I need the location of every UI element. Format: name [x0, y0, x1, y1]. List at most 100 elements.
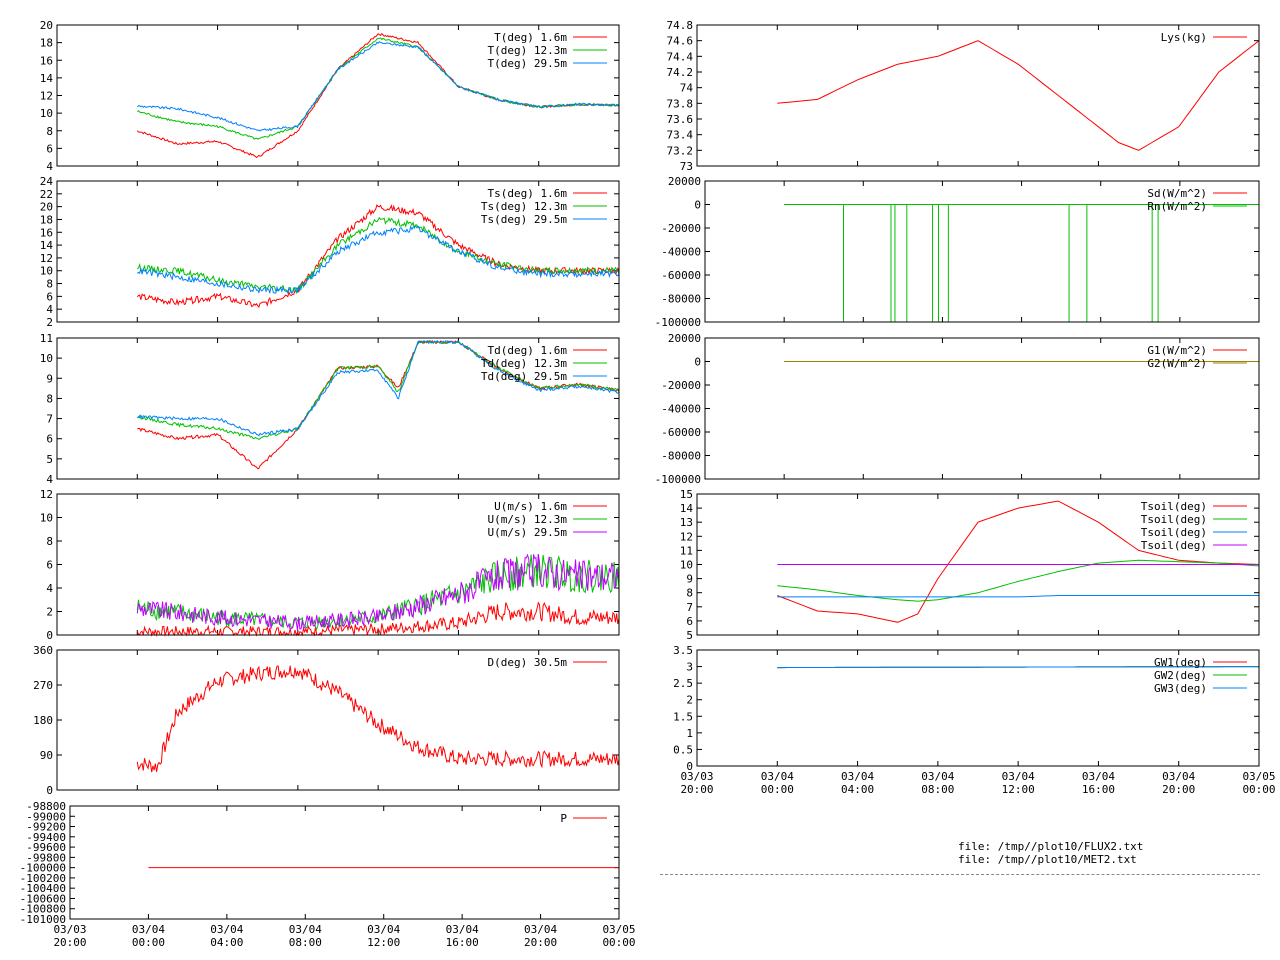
x-tick-label: 12:00 [1002, 783, 1035, 796]
y-tick-label: 12 [40, 90, 53, 103]
file-line-met: file: /tmp//plot10/MET2.txt [958, 853, 1137, 866]
y-tick-label: 3.5 [673, 644, 693, 657]
y-tick-label: 5 [46, 453, 53, 466]
y-tick-label: 8 [46, 392, 53, 405]
chart-lys: 73 73.2 73.4 73.6 73.8 74 74.2 74.4 74.6 74.8 Lys(… [667, 19, 1260, 173]
legend-label: Td(deg) 1.6m [488, 344, 568, 357]
legend-label: P [560, 812, 567, 825]
chart-t: 4 6 8 10 12 14 16 18 20 T(deg) 1.6mT(deg) 12.3mT(… [40, 19, 620, 173]
legend-label: Tsoil(deg) [1141, 539, 1207, 552]
x-tick-label: 03/04 [1002, 770, 1035, 783]
x-tick-label: 03/04 [841, 770, 874, 783]
x-tick-label: 16:00 [446, 936, 479, 949]
y-tick-label: -40000 [661, 246, 701, 259]
series-line-2 [777, 595, 1259, 598]
y-tick-label: 10 [40, 107, 53, 120]
y-tick-label: 74.8 [667, 19, 694, 32]
series-line-2 [136, 553, 620, 631]
y-tick-label: 7 [686, 601, 693, 614]
y-tick-label: 8 [46, 125, 53, 138]
y-tick-label: -80000 [661, 293, 701, 306]
y-tick-label: -99200 [26, 821, 66, 834]
y-tick-label: 2 [686, 694, 693, 707]
x-tick-label: 03/04 [210, 923, 243, 936]
y-tick-label: 74.4 [667, 50, 694, 63]
y-tick-label: -20000 [661, 222, 701, 235]
y-tick-label: 8 [46, 278, 53, 291]
y-tick-label: -40000 [661, 403, 701, 416]
y-tick-label: 4 [46, 582, 53, 595]
y-tick-label: 180 [33, 714, 53, 727]
y-tick-label: 12 [40, 252, 53, 265]
y-tick-label: 9 [686, 573, 693, 586]
y-tick-label: 3 [686, 661, 693, 674]
chart-d: 0 90 180 270 360 D(deg) 30.5m [33, 644, 620, 797]
x-tick-label: 16:00 [1082, 783, 1115, 796]
legend-label: T(deg) 12.3m [488, 44, 568, 57]
y-tick-label: 10 [680, 559, 693, 572]
y-tick-label: 74 [680, 82, 694, 95]
y-tick-label: 16 [40, 226, 53, 239]
series-line-0 [777, 40, 1260, 151]
y-tick-label: 20 [40, 19, 53, 32]
y-tick-label: 0 [694, 199, 701, 212]
y-tick-label: -100600 [20, 892, 66, 905]
x-tick-label: 03/04 [761, 770, 794, 783]
x-tick-label: 20:00 [53, 936, 86, 949]
y-tick-label: -100000 [20, 862, 66, 875]
legend-label: Td(deg) 29.5m [481, 370, 567, 383]
x-tick-label: 04:00 [210, 936, 243, 949]
x-tick-label: 00:00 [761, 783, 794, 796]
legend-label: U(m/s) 12.3m [488, 513, 568, 526]
series-line-1 [777, 559, 1260, 602]
series-line-0 [777, 500, 1260, 623]
y-tick-label: 7 [46, 413, 53, 426]
legend-label: Tsoil(deg) [1141, 526, 1207, 539]
y-tick-label: 360 [33, 644, 53, 657]
plot-frame [69, 805, 620, 920]
x-tick-label: 20:00 [524, 936, 557, 949]
series-line-2 [136, 41, 620, 132]
y-tick-label: 90 [40, 749, 53, 762]
y-tick-label: 73 [680, 160, 693, 173]
y-tick-label: 20000 [668, 175, 701, 188]
y-tick-label: -100200 [20, 872, 66, 885]
legend-label: G2(W/m^2) [1147, 357, 1207, 370]
y-tick-label: 4 [46, 473, 53, 486]
y-tick-label: 9 [46, 372, 53, 385]
legend-label: GW1(deg) [1154, 656, 1207, 669]
y-tick-label: -99400 [26, 831, 66, 844]
legend-label: Lys(kg) [1161, 31, 1207, 44]
y-tick-label: 20 [40, 201, 53, 214]
series-line-1 [137, 339, 620, 440]
y-tick-label: 0 [694, 356, 701, 369]
y-tick-label: -80000 [661, 450, 701, 463]
series-line-0 [136, 601, 620, 637]
x-tick-label: 03/03 [53, 923, 86, 936]
y-tick-label: -100400 [20, 882, 66, 895]
chart-u: 0 2 4 6 8 10 12 U(m/s) 1.6mU(m/s) 12.3mU(m/s) 2… [40, 488, 620, 642]
y-tick-label: 10 [40, 265, 53, 278]
x-tick-label: 03/04 [1162, 770, 1195, 783]
divider [660, 874, 1260, 875]
y-tick-label: 74.2 [667, 66, 694, 79]
x-tick-label: 20:00 [1162, 783, 1195, 796]
y-tick-label: 0 [46, 629, 53, 642]
y-tick-label: 24 [40, 175, 54, 188]
legend-label: D(deg) 30.5m [488, 656, 568, 669]
legend-label: T(deg) 1.6m [494, 31, 567, 44]
plot-frame [56, 649, 620, 791]
y-tick-label: 73.8 [667, 97, 694, 110]
x-tick-label: 08:00 [921, 783, 954, 796]
series-line-2 [136, 224, 620, 295]
legend-label: T(deg) 29.5m [488, 57, 568, 70]
plot-frame [56, 493, 620, 636]
y-tick-label: 73.2 [667, 144, 694, 157]
legend-label: Td(deg) 12.3m [481, 357, 567, 370]
y-tick-label: 6 [46, 433, 53, 446]
x-tick-label: 03/04 [367, 923, 400, 936]
y-tick-label: 2 [46, 316, 53, 329]
y-tick-label: 12 [40, 488, 53, 501]
